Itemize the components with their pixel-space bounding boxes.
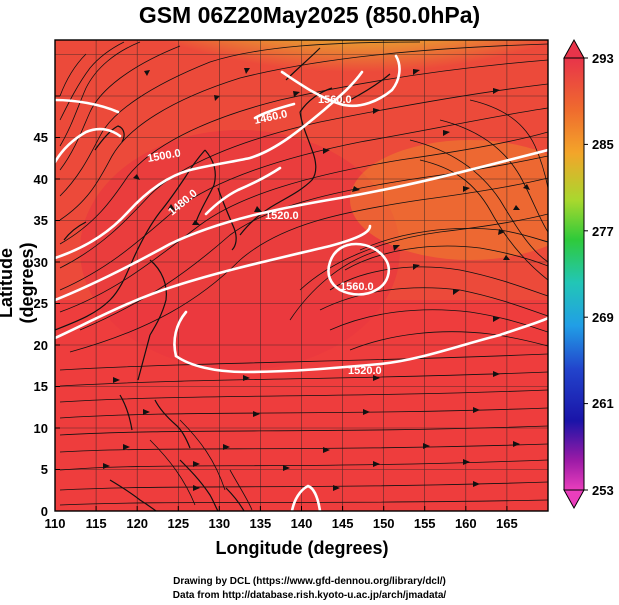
wind-arrows [103, 68, 530, 491]
y-tick-label: 20 [34, 338, 48, 353]
temperature-field [55, 40, 548, 511]
colorbar-label: 269 [592, 310, 614, 325]
x-tick-label: 135 [250, 516, 272, 531]
contour-label: 1520.0 [265, 210, 299, 222]
x-axis-title: Longitude (degrees) [215, 538, 389, 558]
y-tick-label: 40 [34, 172, 48, 187]
x-tick-label: 125 [167, 516, 189, 531]
x-tick-label: 155 [414, 516, 436, 531]
y-tick-label: 25 [34, 296, 48, 311]
y-axis-title: Latitude (degrees) [0, 242, 37, 324]
colorbar: 293 285 277 269 261 253 [563, 38, 614, 510]
colorbar-label: 261 [592, 396, 614, 411]
x-tick-label: 110 [45, 516, 66, 531]
x-tick-label: 160 [455, 516, 477, 531]
y-tick-label: 0 [41, 504, 48, 519]
y-tick-label: 35 [34, 213, 48, 228]
colorbar-label: 253 [592, 483, 614, 498]
x-tick-label: 120 [126, 516, 148, 531]
colorbar-label: 277 [592, 224, 614, 239]
y-axis: 0 5 10 15 20 25 30 35 40 45 [34, 95, 60, 519]
colorbar-label: 285 [592, 137, 614, 152]
colorbar-label: 293 [592, 51, 614, 66]
y-tick-label: 30 [34, 255, 48, 270]
x-tick-label: 150 [373, 516, 395, 531]
coastlines [55, 47, 391, 511]
x-tick-label: 145 [332, 516, 354, 531]
colorbar-bottom-cap [563, 489, 585, 510]
x-tick-label: 115 [86, 516, 107, 531]
x-tick-label: 165 [496, 516, 518, 531]
credit-drawing: Drawing by DCL (https://www.gfd-dennou.o… [173, 576, 446, 587]
colorbar-top-cap [563, 38, 585, 59]
contour-label: 1500.0 [146, 147, 181, 165]
y-tick-label: 5 [41, 462, 48, 477]
y-tick-label: 15 [34, 379, 48, 394]
colorbar-gradient [563, 57, 585, 491]
wind-streamlines [59, 41, 548, 511]
x-tick-label: 140 [291, 516, 313, 531]
map-title: GSM 06Z20May2025 (850.0hPa) [138, 2, 481, 28]
contour-label: 1520.0 [348, 365, 382, 377]
credit-data: Data from http://database.rish.kyoto-u.a… [172, 590, 447, 601]
x-axis: 110 115 120 125 130 135 140 145 150 155 … [45, 506, 518, 531]
height-contours [55, 54, 548, 511]
y-tick-label: 45 [34, 130, 48, 145]
contour-label: 1560.0 [340, 281, 374, 293]
x-tick-label: 130 [208, 516, 230, 531]
y-tick-label: 10 [34, 421, 48, 436]
contour-label: 1560.0 [318, 94, 352, 106]
